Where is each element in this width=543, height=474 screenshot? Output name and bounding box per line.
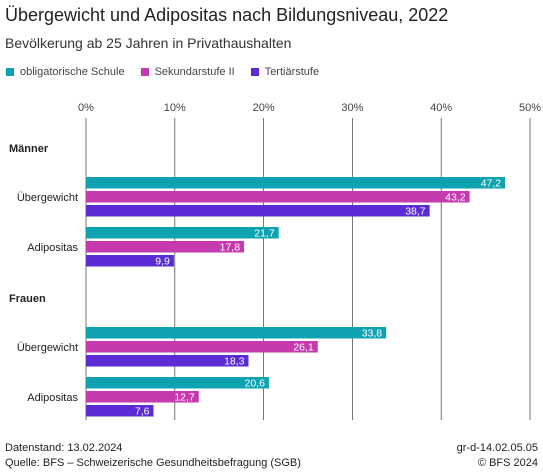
footer-source: Quelle: BFS – Schweizerische Gesundheits… bbox=[5, 457, 301, 469]
bar-value-label: 21,7 bbox=[254, 227, 275, 239]
bar bbox=[86, 227, 279, 239]
bar bbox=[86, 341, 318, 353]
bar-value-label: 20,6 bbox=[244, 377, 265, 389]
category-label: Übergewicht bbox=[17, 342, 78, 354]
legend-swatch bbox=[140, 68, 149, 76]
category-label: Adipositas bbox=[27, 392, 78, 404]
bar bbox=[86, 255, 174, 267]
bar bbox=[86, 391, 199, 403]
footer-chart-id: gr-d-14.02.05.05 bbox=[456, 442, 538, 454]
x-tick-label: 0% bbox=[78, 102, 94, 114]
bar bbox=[86, 405, 154, 417]
bar bbox=[86, 327, 387, 339]
bar bbox=[86, 355, 249, 367]
bar-value-label: 12,7 bbox=[174, 391, 195, 403]
legend-label: obligatorische Schule bbox=[20, 66, 125, 78]
bar bbox=[86, 191, 470, 203]
bar-value-label: 33,8 bbox=[362, 327, 383, 339]
group-label: Frauen bbox=[9, 293, 46, 305]
bar bbox=[86, 177, 506, 189]
bar bbox=[86, 241, 245, 253]
legend-swatch bbox=[250, 68, 259, 76]
bar-value-label: 7,6 bbox=[135, 405, 150, 417]
footer-copyright: © BFS 2024 bbox=[477, 457, 538, 469]
x-tick-label: 20% bbox=[253, 102, 275, 114]
x-tick-label: 30% bbox=[341, 102, 363, 114]
chart-subtitle: Bevölkerung ab 25 Jahren in Privathausha… bbox=[5, 35, 292, 51]
legend-item-sekundarstufe[interactable]: Sekundarstufe II bbox=[140, 66, 235, 78]
bar-value-label: 47,2 bbox=[481, 177, 502, 189]
footer-datastand: Datenstand: 13.02.2024 bbox=[5, 442, 123, 454]
bar-value-label: 18,3 bbox=[224, 355, 245, 367]
legend-item-tertiaerstufe[interactable]: Tertiärstufe bbox=[250, 66, 320, 78]
x-tick-label: 40% bbox=[430, 102, 452, 114]
bar-value-label: 17,8 bbox=[220, 241, 241, 253]
bar bbox=[86, 377, 269, 389]
legend-label: Tertiärstufe bbox=[264, 66, 320, 78]
legend-item-obligatorische-schule[interactable]: obligatorische Schule bbox=[6, 66, 125, 78]
legend-swatch bbox=[6, 68, 14, 76]
category-label: Adipositas bbox=[27, 242, 78, 254]
x-tick-label: 50% bbox=[519, 102, 541, 114]
bar bbox=[86, 205, 430, 217]
legend: obligatorische Schule Sekundarstufe II T… bbox=[6, 66, 319, 78]
x-tick-label: 10% bbox=[164, 102, 186, 114]
bar-value-label: 43,2 bbox=[445, 191, 466, 203]
bar-value-label: 26,1 bbox=[293, 341, 314, 353]
category-label: Übergewicht bbox=[17, 192, 78, 204]
chart-title: Übergewicht und Adipositas nach Bildungs… bbox=[5, 5, 449, 25]
group-label: Männer bbox=[9, 143, 49, 155]
bar-value-label: 38,7 bbox=[405, 205, 426, 217]
legend-label: Sekundarstufe II bbox=[154, 66, 235, 78]
bar-value-label: 9,9 bbox=[155, 255, 170, 267]
